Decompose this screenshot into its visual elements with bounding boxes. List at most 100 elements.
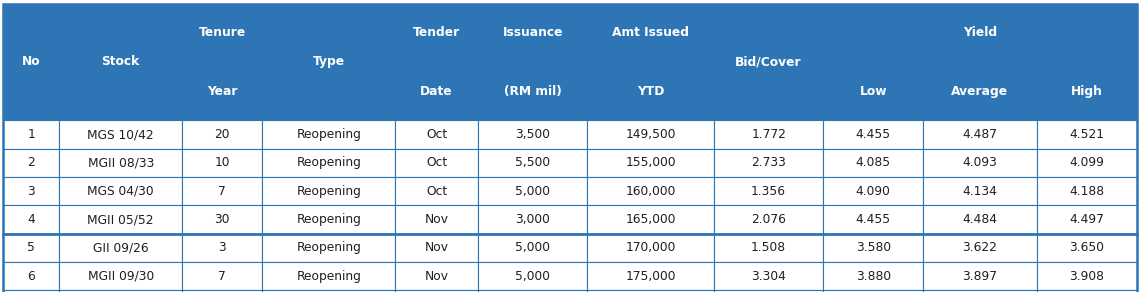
Bar — [396, 177, 478, 205]
Bar — [823, 62, 923, 120]
Bar — [923, 291, 1036, 292]
Text: 20: 20 — [214, 128, 230, 141]
Text: MGS 10/42: MGS 10/42 — [88, 128, 154, 141]
Bar — [396, 62, 478, 120]
Text: MGII 08/33: MGII 08/33 — [88, 157, 154, 169]
Bar — [1036, 234, 1137, 262]
Text: 160,000: 160,000 — [626, 185, 676, 198]
Text: Reopening: Reopening — [296, 185, 361, 198]
Bar — [3, 120, 59, 149]
Text: 3.908: 3.908 — [1069, 270, 1104, 283]
Text: 30: 30 — [214, 213, 230, 226]
Bar — [478, 4, 587, 62]
Bar — [182, 62, 262, 120]
Text: 3,000: 3,000 — [515, 213, 551, 226]
Bar — [923, 62, 1036, 120]
Bar — [59, 120, 182, 149]
Text: 3.650: 3.650 — [1069, 241, 1104, 254]
Text: 4.455: 4.455 — [856, 213, 890, 226]
Text: Nov: Nov — [425, 213, 449, 226]
Text: 5,000: 5,000 — [515, 270, 551, 283]
Bar — [262, 149, 396, 177]
Text: Bid/Cover: Bid/Cover — [735, 55, 801, 68]
Bar — [396, 262, 478, 291]
Text: MGII 09/30: MGII 09/30 — [88, 270, 154, 283]
Text: 7: 7 — [218, 185, 226, 198]
Bar — [823, 120, 923, 149]
Bar — [714, 234, 823, 262]
Text: 1.356: 1.356 — [751, 185, 787, 198]
Bar — [587, 149, 714, 177]
Text: 3.622: 3.622 — [962, 241, 998, 254]
Bar — [182, 262, 262, 291]
Text: 4.484: 4.484 — [962, 213, 998, 226]
Bar — [182, 120, 262, 149]
Text: Reopening: Reopening — [296, 270, 361, 283]
Bar — [587, 291, 714, 292]
Text: Reopening: Reopening — [296, 241, 361, 254]
Text: 5: 5 — [27, 241, 35, 254]
Text: 4.093: 4.093 — [962, 157, 998, 169]
Text: Type: Type — [312, 55, 344, 68]
Bar — [1036, 262, 1137, 291]
Text: YTD: YTD — [637, 85, 665, 98]
Bar — [923, 177, 1036, 205]
Text: 3.304: 3.304 — [751, 270, 787, 283]
Bar — [1036, 149, 1137, 177]
Text: Stock: Stock — [101, 55, 140, 68]
Bar — [59, 177, 182, 205]
Text: Low: Low — [860, 85, 887, 98]
Text: 175,000: 175,000 — [626, 270, 676, 283]
Text: 3.897: 3.897 — [962, 270, 998, 283]
Text: Nov: Nov — [425, 241, 449, 254]
Bar — [478, 120, 587, 149]
Bar — [396, 149, 478, 177]
Text: 1.772: 1.772 — [751, 128, 787, 141]
Text: 10: 10 — [214, 157, 230, 169]
Bar — [714, 177, 823, 205]
Bar — [923, 205, 1036, 234]
Bar — [262, 177, 396, 205]
Bar — [587, 234, 714, 262]
Bar — [396, 4, 478, 62]
Bar — [59, 4, 182, 120]
Bar — [59, 205, 182, 234]
Bar — [587, 205, 714, 234]
Bar — [714, 120, 823, 149]
Text: 5,500: 5,500 — [515, 157, 551, 169]
Bar — [478, 205, 587, 234]
Bar — [714, 262, 823, 291]
Bar — [1036, 120, 1137, 149]
Bar — [59, 262, 182, 291]
Bar — [182, 4, 262, 62]
Text: Date: Date — [421, 85, 453, 98]
Text: Amt Issued: Amt Issued — [612, 26, 690, 39]
Bar — [478, 62, 587, 120]
Bar — [823, 149, 923, 177]
Text: 5,000: 5,000 — [515, 185, 551, 198]
Bar — [823, 262, 923, 291]
Text: 170,000: 170,000 — [626, 241, 676, 254]
Text: Average: Average — [952, 85, 1009, 98]
Bar — [182, 205, 262, 234]
Text: GII 09/26: GII 09/26 — [93, 241, 148, 254]
Text: 3: 3 — [218, 241, 226, 254]
Bar — [478, 177, 587, 205]
Bar — [714, 4, 823, 120]
Bar — [1036, 205, 1137, 234]
Bar — [3, 4, 59, 120]
Bar — [262, 120, 396, 149]
Bar — [182, 291, 262, 292]
Text: No: No — [22, 55, 41, 68]
Bar — [3, 234, 59, 262]
Text: 3.580: 3.580 — [856, 241, 890, 254]
Bar — [1036, 177, 1137, 205]
Bar — [823, 177, 923, 205]
Bar — [182, 234, 262, 262]
Text: 4.487: 4.487 — [962, 128, 998, 141]
Text: 4.085: 4.085 — [856, 157, 890, 169]
Bar — [714, 149, 823, 177]
Text: 1: 1 — [27, 128, 35, 141]
Text: 5,000: 5,000 — [515, 241, 551, 254]
Bar — [182, 177, 262, 205]
